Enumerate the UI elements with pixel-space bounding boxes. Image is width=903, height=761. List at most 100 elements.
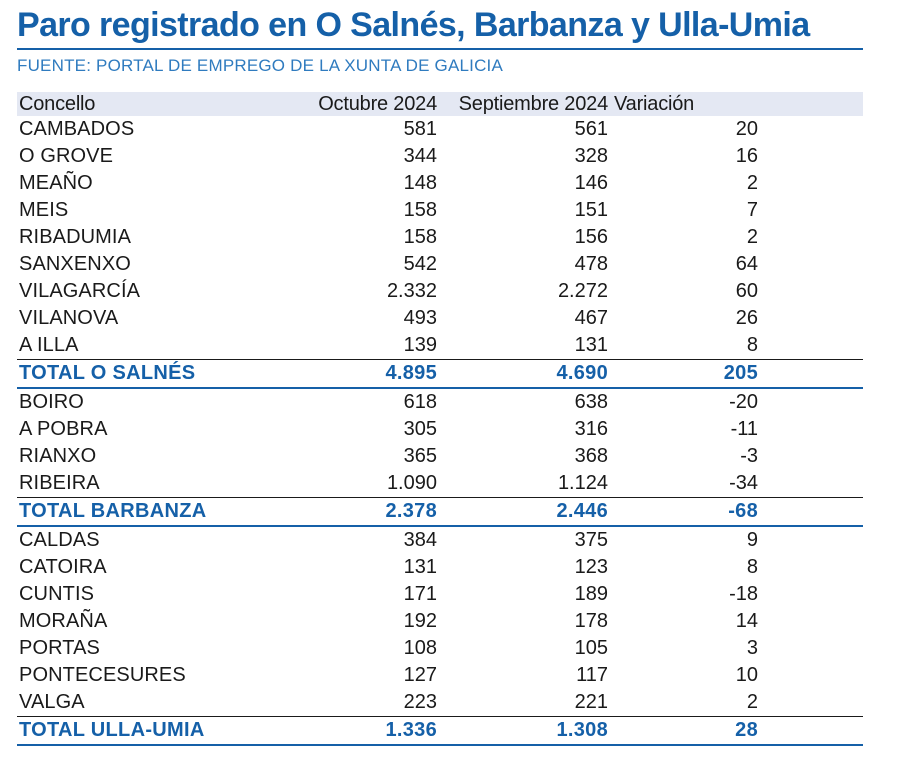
cell-octubre: 344: [403, 145, 437, 167]
cell-filler: [758, 416, 863, 443]
cell-variacion: 10: [735, 664, 758, 686]
cell-concello: MEAÑO: [19, 172, 93, 194]
cell-octubre: 493: [403, 307, 437, 329]
cell-septiembre: 156: [574, 226, 608, 248]
cell-variacion: -68: [608, 497, 758, 527]
table-body: CAMBADOS 581 561 20 O GROVE 344 328 16 MEAÑO 148 1…: [17, 116, 863, 746]
cell-concello: A POBRA: [19, 418, 108, 440]
source-caption: FUENTE: PORTAL DE EMPREGO DE LA XUNTA DE…: [17, 56, 504, 75]
table-row: SANXENXO 542 478 64: [17, 251, 863, 278]
table-row: A POBRA 305 316 -11: [17, 416, 863, 443]
cell-octubre: 192: [403, 610, 437, 632]
table-row: O GROVE 344 328 16: [17, 143, 863, 170]
cell-septiembre: 1.308: [437, 716, 608, 746]
cell-octubre: 223: [309, 689, 437, 717]
header-octubre: Octubre 2024: [318, 93, 437, 115]
cell-octubre: 618: [403, 391, 437, 413]
cell-filler: [758, 554, 863, 581]
cell-filler: [758, 278, 863, 305]
cell-septiembre: 178: [574, 610, 608, 632]
cell-filler: [758, 689, 863, 717]
cell-variacion: -18: [729, 583, 758, 605]
cell-octubre: 542: [403, 253, 437, 275]
table-row: CALDAS 384 375 9: [17, 526, 863, 554]
cell-variacion: -3: [740, 445, 758, 467]
cell-concello: RIBADUMIA: [19, 226, 132, 248]
cell-variacion: 28: [608, 716, 758, 746]
table-row: RIANXO 365 368 -3: [17, 443, 863, 470]
cell-filler: [758, 116, 863, 143]
cell-concello: RIANXO: [19, 445, 97, 467]
cell-concello: MEIS: [19, 199, 69, 221]
cell-variacion: 2: [746, 172, 758, 194]
cell-septiembre: 105: [574, 637, 608, 659]
cell-variacion: 205: [608, 359, 758, 389]
cell-septiembre: 151: [574, 199, 608, 221]
cell-septiembre: 189: [574, 583, 608, 605]
cell-filler: [758, 497, 863, 527]
cell-septiembre: 221: [437, 689, 608, 717]
cell-concello: RIBEIRA: [17, 470, 309, 498]
cell-septiembre: 4.690: [437, 359, 608, 389]
cell-filler: [758, 388, 863, 416]
cell-septiembre: 478: [574, 253, 608, 275]
cell-variacion: -11: [730, 418, 758, 440]
cell-octubre: 108: [403, 637, 437, 659]
cell-filler: [758, 662, 863, 689]
table-row: VALGA 223 221 2: [17, 689, 863, 717]
cell-filler: [758, 470, 863, 498]
cell-octubre: 4.895: [309, 359, 437, 389]
table-row: VILAGARCÍA 2.332 2.272 60: [17, 278, 863, 305]
cell-concello: SANXENXO: [19, 253, 131, 275]
cell-concello: MORAÑA: [19, 610, 108, 632]
cell-octubre: 581: [403, 118, 437, 140]
cell-octubre: 305: [403, 418, 437, 440]
cell-concello: VALGA: [17, 689, 309, 717]
table-row: PONTECESURES 127 117 10: [17, 662, 863, 689]
cell-filler: [758, 635, 863, 662]
cell-filler: [758, 608, 863, 635]
cell-concello: TOTAL O SALNÉS: [17, 359, 309, 389]
cell-octubre: 131: [403, 556, 437, 578]
header-filler: [758, 92, 863, 116]
cell-variacion: 2: [746, 226, 758, 248]
cell-filler: [758, 251, 863, 278]
cell-variacion: -20: [729, 391, 758, 413]
cell-variacion: 16: [735, 145, 758, 167]
cell-octubre: 171: [403, 583, 437, 605]
cell-octubre: 127: [403, 664, 437, 686]
header-variacion: Variación: [614, 93, 695, 115]
cell-variacion: 8: [608, 332, 758, 360]
table-header-row: Concello Octubre 2024 Septiembre 2024 Va…: [17, 92, 863, 116]
cell-concello: TOTAL ULLA-UMIA: [17, 716, 309, 746]
cell-concello: O GROVE: [19, 145, 114, 167]
cell-variacion: 60: [735, 280, 758, 302]
cell-octubre: 365: [403, 445, 437, 467]
cell-filler: [758, 170, 863, 197]
cell-septiembre: 561: [574, 118, 608, 140]
cell-filler: [758, 581, 863, 608]
header-septiembre: Septiembre 2024: [458, 93, 609, 115]
table-row: MEAÑO 148 146 2: [17, 170, 863, 197]
cell-octubre: 158: [403, 226, 437, 248]
cell-concello: PORTAS: [19, 637, 100, 659]
total-row: TOTAL BARBANZA 2.378 2.446 -68: [17, 497, 863, 527]
cell-septiembre: 1.124: [437, 470, 608, 498]
cell-variacion: 20: [735, 118, 758, 140]
cell-septiembre: 117: [576, 664, 608, 686]
table-row: MORAÑA 192 178 14: [17, 608, 863, 635]
cell-octubre: 148: [403, 172, 437, 194]
cell-variacion: -34: [608, 470, 758, 498]
cell-concello: CAMBADOS: [19, 118, 135, 140]
cell-variacion: 3: [746, 637, 758, 659]
title-divider: [17, 48, 863, 50]
cell-filler: [758, 359, 863, 389]
cell-octubre: 2.378: [309, 497, 437, 527]
cell-concello: PONTECESURES: [19, 664, 186, 686]
cell-variacion: 26: [735, 307, 758, 329]
table-row: CUNTIS 171 189 -18: [17, 581, 863, 608]
cell-octubre: 384: [403, 529, 437, 551]
header-concello: Concello: [19, 93, 96, 115]
table-row: CATOIRA 131 123 8: [17, 554, 863, 581]
cell-septiembre: 375: [574, 529, 608, 551]
